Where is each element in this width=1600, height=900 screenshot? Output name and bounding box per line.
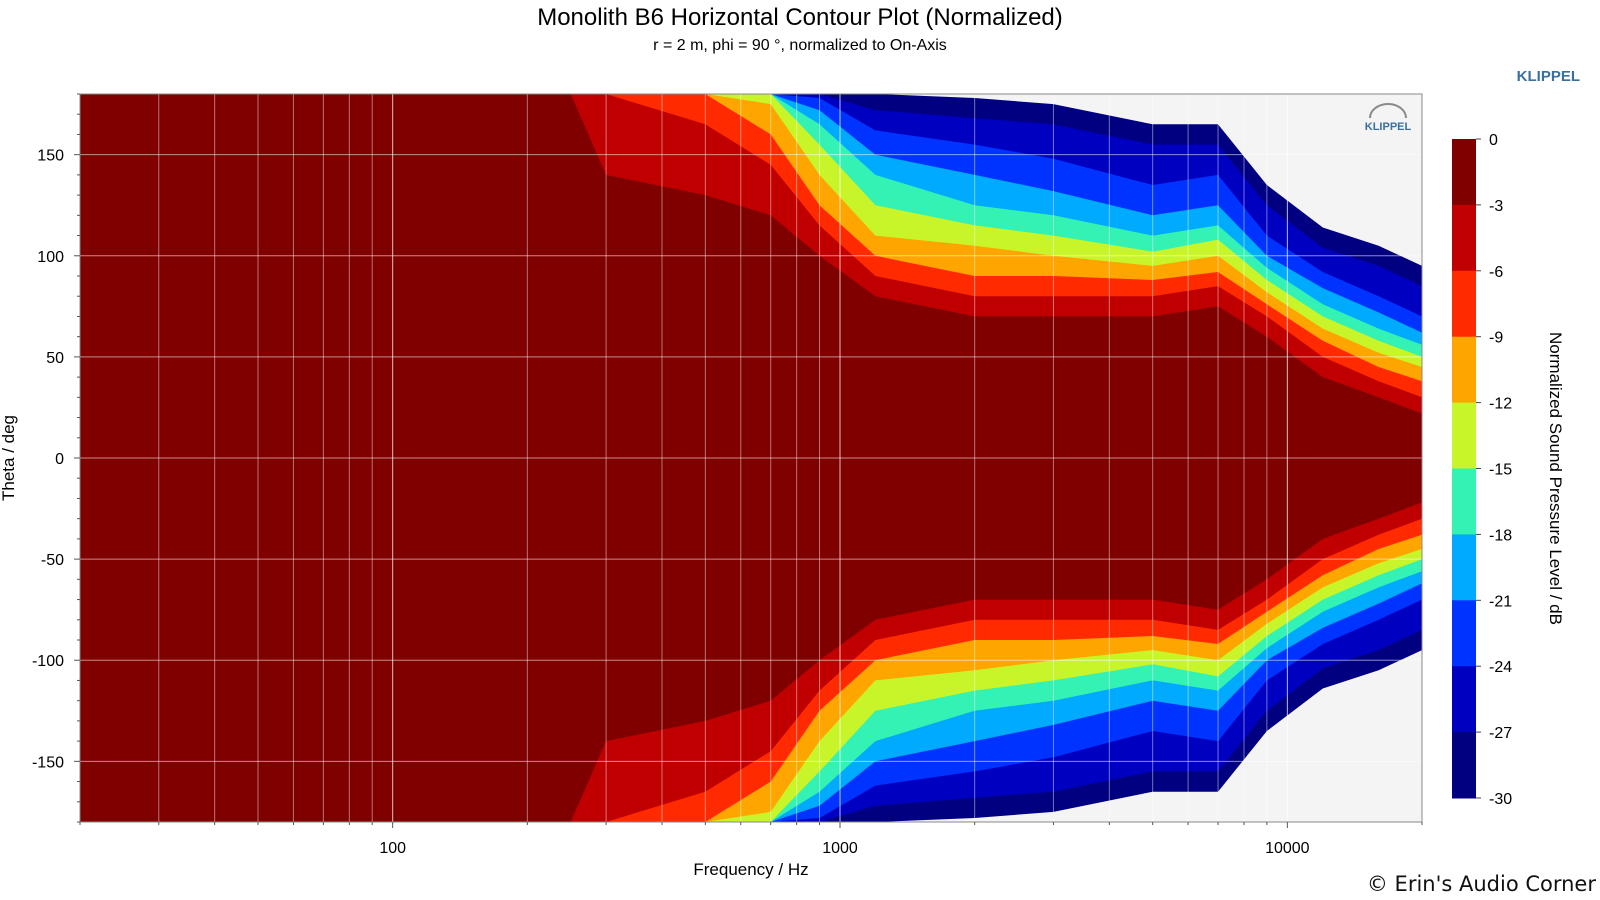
colorbar-tick-label: -27 <box>1489 725 1512 742</box>
colorbar-tick-label: -18 <box>1489 527 1512 544</box>
y-tick-label: 0 <box>55 451 64 468</box>
colorbar-tick-label: 0 <box>1489 132 1498 149</box>
y-tick-label: 150 <box>37 148 64 165</box>
y-axis-label: Theta / deg <box>0 415 18 501</box>
colorbar-tick-label: -3 <box>1489 198 1503 215</box>
chart-title: Monolith B6 Horizontal Contour Plot (Nor… <box>537 4 1063 31</box>
y-axis-ticks: 150 100 50 0 -50 -100 -150 <box>32 93 80 823</box>
colorbar-swatch <box>1452 534 1476 601</box>
colorbar-swatch <box>1452 139 1476 206</box>
logo-arc <box>1369 103 1407 119</box>
colorbar-swatch <box>1452 468 1476 535</box>
klippel-logo: KLIPPEL <box>1365 103 1412 133</box>
colorbar-tick-label: -12 <box>1489 396 1512 413</box>
chart-subtitle: r = 2 m, phi = 90 °, normalized to On-Ax… <box>653 37 947 54</box>
y-tick-label: -150 <box>32 754 64 771</box>
colorbar-swatch <box>1452 270 1476 338</box>
x-axis-ticks: 100 1000 10000 <box>79 822 1423 857</box>
colorbar: 0 -3 -6 -9 -12 -15 -18 -21 -24 -27 -30 <box>1452 132 1512 808</box>
colorbar-tick-label: -30 <box>1489 791 1512 808</box>
brand-label: KLIPPEL <box>1516 68 1580 85</box>
copyright-notice: © Erin's Audio Corner <box>1366 872 1596 896</box>
x-tick-label: 10000 <box>1265 840 1310 857</box>
colorbar-tick-label: -24 <box>1489 659 1512 676</box>
logo-text: KLIPPEL <box>1365 121 1412 133</box>
y-tick-label: 50 <box>46 350 64 367</box>
x-tick-label: 1000 <box>822 840 858 857</box>
colorbar-label: Normalized Sound Pressure Level / dB <box>1546 332 1565 625</box>
colorbar-swatch <box>1452 732 1476 799</box>
colorbar-tick-label: -21 <box>1489 593 1512 610</box>
x-axis-label: Frequency / Hz <box>693 860 808 879</box>
colorbar-swatch <box>1452 402 1476 469</box>
colorbar-swatch <box>1452 204 1476 272</box>
colorbar-swatch <box>1452 666 1476 733</box>
x-tick-label: 100 <box>379 840 406 857</box>
colorbar-swatch <box>1452 600 1476 667</box>
y-tick-label: -50 <box>41 552 64 569</box>
y-tick-label: 100 <box>37 249 64 266</box>
colorbar-tick-label: -6 <box>1489 264 1503 281</box>
colorbar-tick-label: -15 <box>1489 462 1512 479</box>
y-tick-label: -100 <box>32 653 64 670</box>
grid-lines <box>79 94 1423 822</box>
colorbar-tick-label: -9 <box>1489 330 1503 347</box>
colorbar-swatch <box>1452 336 1476 404</box>
